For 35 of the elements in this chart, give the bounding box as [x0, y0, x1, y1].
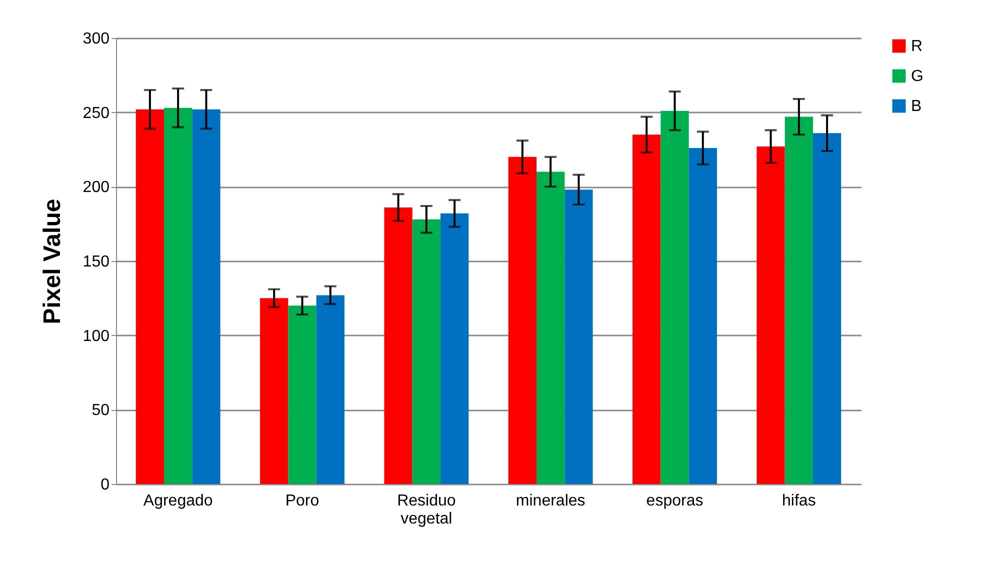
bar	[260, 298, 288, 484]
bar	[288, 306, 316, 484]
bar	[784, 116, 813, 484]
bar	[508, 156, 537, 484]
y-tick-label: 100	[82, 328, 110, 345]
bar	[316, 295, 344, 484]
x-tick-label: Poro	[285, 492, 320, 510]
bar	[164, 108, 192, 484]
x-tick-label: esporas	[646, 492, 704, 510]
bar	[812, 133, 842, 484]
legend-label: B	[911, 98, 922, 115]
bar	[192, 109, 220, 484]
y-axis-title: Pixel Value	[38, 198, 66, 324]
bar	[412, 219, 440, 484]
y-tick-label: 0	[100, 476, 110, 494]
bar	[136, 109, 164, 484]
bar	[688, 148, 717, 484]
y-tick-label: 250	[82, 104, 110, 122]
legend-label: G	[911, 68, 924, 85]
bar	[632, 134, 661, 484]
bar	[536, 172, 565, 484]
y-tick-label: 150	[82, 254, 110, 270]
bar	[660, 110, 689, 484]
bar	[384, 207, 412, 484]
legend-label: R	[911, 38, 923, 55]
x-tick-label: Residuo vegetal	[397, 492, 456, 528]
bar	[564, 190, 593, 484]
y-tick-label: 200	[82, 179, 110, 196]
y-tick-label: 50	[92, 402, 110, 420]
y-tick-label: 300	[82, 30, 110, 48]
x-tick-label: Agregado	[143, 492, 213, 510]
x-tick-label: minerales	[516, 492, 586, 510]
bar	[440, 213, 469, 484]
bar	[756, 146, 785, 484]
x-tick-label: hifas	[782, 492, 816, 510]
